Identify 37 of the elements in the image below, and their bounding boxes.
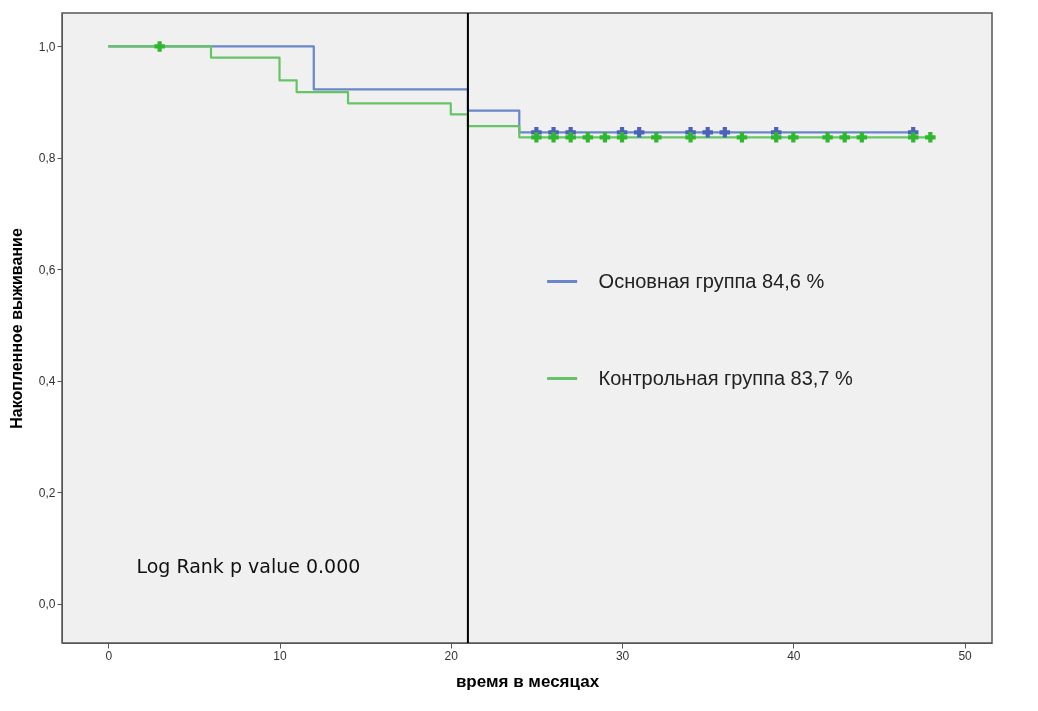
x-axis-title: время в месяцах <box>455 671 600 691</box>
point <box>582 132 594 143</box>
legend-label: Основная группа 84,6 % <box>598 269 825 292</box>
point <box>685 132 696 143</box>
annotation: Log Rank p value 0.000 <box>136 555 361 578</box>
point <box>599 132 611 143</box>
x-tick-label: 40 <box>787 648 801 663</box>
y-tick-label: 0,0 <box>38 597 56 612</box>
point <box>719 127 731 138</box>
x-tick-label: 0 <box>105 648 113 663</box>
y-axis-title: Накопленное выживание <box>7 228 25 429</box>
y-tick-label: 0,4 <box>38 374 56 389</box>
x-tick-label: 30 <box>615 648 630 663</box>
point <box>907 132 919 143</box>
point <box>856 132 868 143</box>
point <box>548 132 559 143</box>
y-tick-label: 0,2 <box>38 485 56 500</box>
point <box>651 132 662 143</box>
point <box>788 132 799 143</box>
point <box>702 127 713 138</box>
y-tick-label: 1,0 <box>38 39 56 54</box>
point <box>822 132 833 143</box>
point <box>925 132 936 143</box>
x-tick-label: 20 <box>444 648 459 663</box>
point <box>770 132 782 143</box>
point <box>616 132 628 143</box>
point <box>633 127 645 138</box>
x-tick-label: 50 <box>958 648 973 663</box>
point <box>839 132 850 143</box>
x-tick-label: 10 <box>273 648 288 663</box>
point <box>531 132 542 143</box>
y-tick-label: 0,8 <box>38 151 56 166</box>
point <box>154 41 165 52</box>
point <box>736 132 748 143</box>
point <box>565 132 576 143</box>
y-tick-label: 0,6 <box>38 262 56 277</box>
legend-label: Контрольная группа 83,7 % <box>598 366 854 389</box>
